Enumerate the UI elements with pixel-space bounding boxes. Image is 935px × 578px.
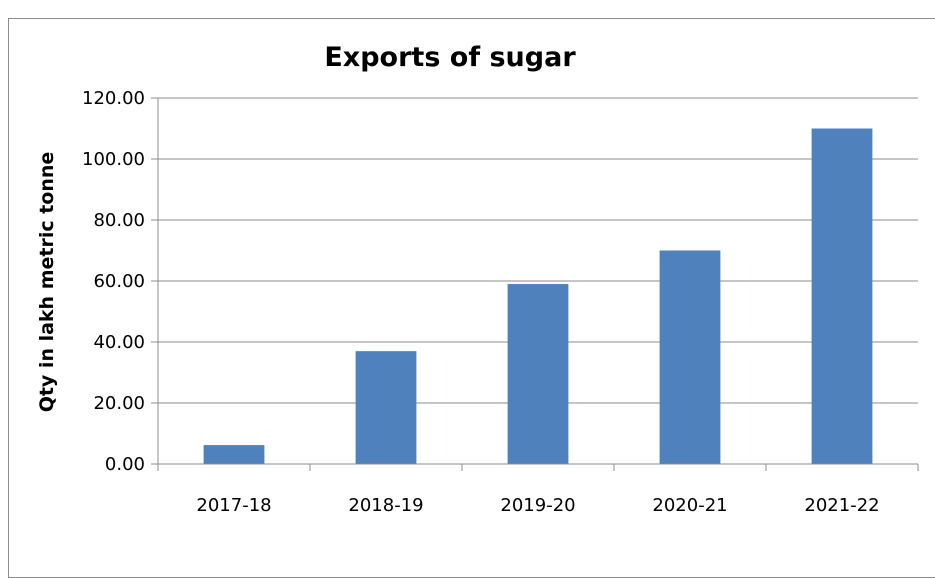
bar-2019-20 bbox=[507, 284, 569, 464]
y-tick-label: 0.00 bbox=[105, 454, 145, 475]
x-tick-label: 2020-21 bbox=[652, 495, 727, 516]
bar-2018-19 bbox=[355, 351, 417, 464]
bar-2020-21 bbox=[659, 250, 721, 464]
x-tick-label: 2017-18 bbox=[196, 495, 271, 516]
x-tick-label: 2019-20 bbox=[500, 495, 575, 516]
y-tick-label: 40.00 bbox=[93, 332, 145, 353]
bars bbox=[203, 128, 873, 464]
x-tick-label: 2021-22 bbox=[804, 495, 879, 516]
bar-2017-18 bbox=[203, 445, 265, 464]
bar-2021-22 bbox=[811, 128, 873, 464]
axes bbox=[157, 98, 919, 471]
x-tick-label: 2018-19 bbox=[348, 495, 423, 516]
y-tick-label: 80.00 bbox=[93, 210, 145, 231]
y-tick-label: 100.00 bbox=[82, 149, 145, 170]
y-tick-labels: 0.00 20.00 40.00 60.00 80.00 100.00 120.00 bbox=[82, 88, 145, 475]
y-tick-label: 20.00 bbox=[93, 393, 145, 414]
y-tick-label: 120.00 bbox=[82, 88, 145, 109]
x-tick-labels: 2017-18 2018-19 2019-20 2020-21 2021-22 bbox=[196, 495, 879, 516]
chart-frame bbox=[8, 18, 935, 578]
chart-title: Exports of sugar bbox=[324, 42, 576, 73]
y-tick-label: 60.00 bbox=[93, 271, 145, 292]
